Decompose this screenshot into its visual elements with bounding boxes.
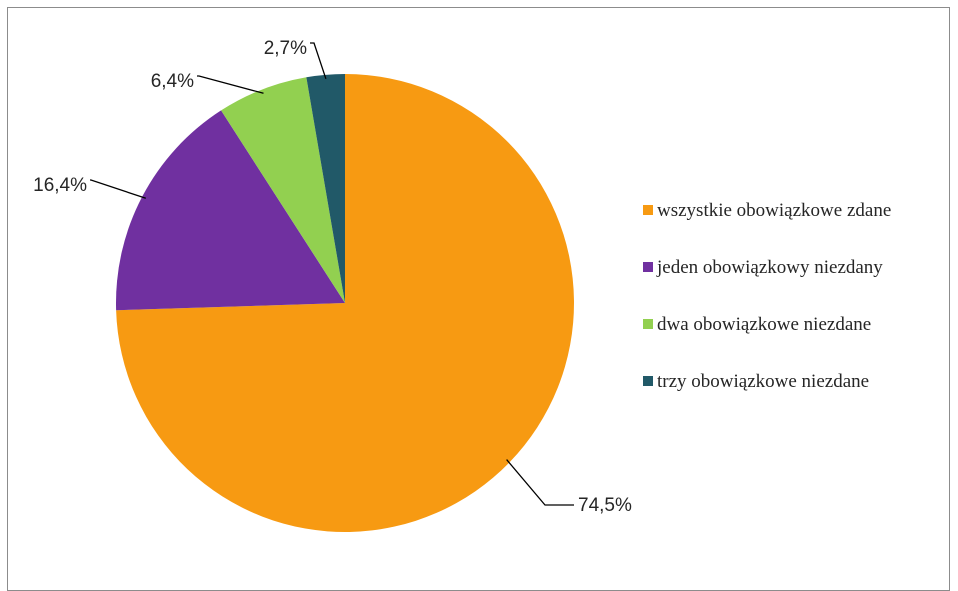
legend-label-all-passed: wszystkie obowiązkowe zdane xyxy=(657,200,891,221)
data-label-two-failed: 6,4% xyxy=(151,71,194,92)
data-labels: 74,5% 16,4% 6,4% 2,7% xyxy=(33,38,632,516)
legend-swatch-three-failed xyxy=(643,376,653,386)
legend-swatch-all-passed xyxy=(643,205,653,215)
legend: wszystkie obowiązkowe zdane jeden obowiąz… xyxy=(643,200,891,392)
pie-slice-three-failed xyxy=(306,74,345,303)
pie-slice-one-failed xyxy=(115,110,345,311)
leader-line-three-failed xyxy=(310,42,327,80)
data-label-all-passed: 74,5% xyxy=(578,495,632,516)
legend-label-two-failed: dwa obowiązkowe niezdane xyxy=(657,314,871,335)
leader-line-two-failed xyxy=(197,75,264,94)
pie-slices xyxy=(115,74,574,532)
leader-line-all-passed xyxy=(506,459,574,506)
data-label-one-failed: 16,4% xyxy=(33,175,87,196)
leader-line-one-failed xyxy=(90,179,147,199)
pie-slice-all-passed xyxy=(116,74,574,532)
pie-slice-two-failed xyxy=(221,77,345,303)
data-label-three-failed: 2,7% xyxy=(264,38,307,59)
legend-label-three-failed: trzy obowiązkowe niezdane xyxy=(657,371,869,392)
legend-label-one-failed: jeden obowiązkowy niezdany xyxy=(656,257,883,278)
legend-swatch-one-failed xyxy=(643,262,653,272)
leader-lines xyxy=(90,42,574,506)
legend-swatch-two-failed xyxy=(643,319,653,329)
